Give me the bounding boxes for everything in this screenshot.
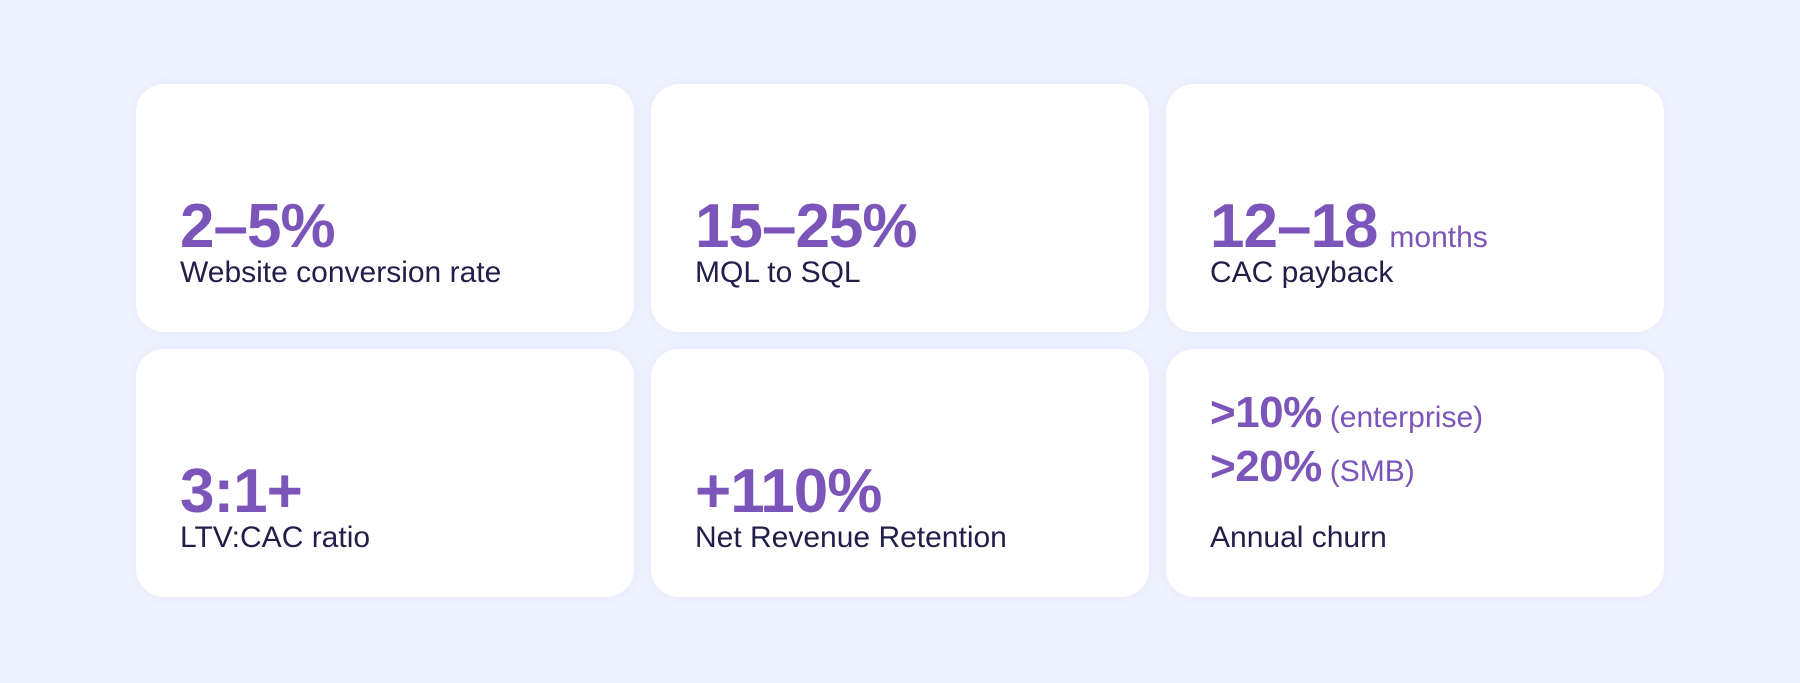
metric-label: Net Revenue Retention — [695, 521, 1007, 554]
metric-number: >10% — [1210, 388, 1322, 437]
metric-number: 12–18 — [1210, 192, 1378, 261]
metric-number: 2–5% — [180, 192, 336, 261]
metric-value: 3:1+ — [180, 461, 303, 523]
metric-label: CAC payback — [1210, 256, 1394, 289]
card-mql-to-sql: 15–25% MQL to SQL — [651, 84, 1149, 332]
metric-value: 12–18 months — [1210, 196, 1488, 258]
metric-value-stack: >10% (enterprise) >20% (SMB) — [1210, 391, 1483, 499]
metric-number: 15–25% — [695, 192, 918, 261]
metric-unit: months — [1389, 221, 1488, 254]
card-website-conversion: 2–5% Website conversion rate — [136, 84, 634, 332]
metric-number: 3:1+ — [180, 457, 303, 526]
metric-number: >20% — [1210, 442, 1322, 491]
metric-value: 2–5% — [180, 196, 336, 258]
metric-value: 15–25% — [695, 196, 918, 258]
metric-label: MQL to SQL — [695, 256, 861, 289]
metric-value: +110% — [695, 461, 882, 523]
metric-label: LTV:CAC ratio — [180, 521, 371, 554]
metric-label: Annual churn — [1210, 521, 1387, 554]
metric-number: +110% — [695, 457, 882, 526]
metric-qualifier: (SMB) — [1329, 455, 1415, 488]
metric-label: Website conversion rate — [180, 256, 502, 289]
card-cac-payback: 12–18 months CAC payback — [1166, 84, 1664, 332]
benchmark-grid: 2–5% Website conversion rate 15–25% MQL … — [136, 84, 1664, 597]
card-net-revenue-retention: +110% Net Revenue Retention — [651, 349, 1149, 597]
churn-line-enterprise: >10% (enterprise) — [1210, 391, 1483, 445]
card-ltv-cac: 3:1+ LTV:CAC ratio — [136, 349, 634, 597]
churn-line-smb: >20% (SMB) — [1210, 445, 1483, 499]
metric-qualifier: (enterprise) — [1329, 401, 1484, 434]
card-annual-churn: >10% (enterprise) >20% (SMB) Annual churn — [1166, 349, 1664, 597]
